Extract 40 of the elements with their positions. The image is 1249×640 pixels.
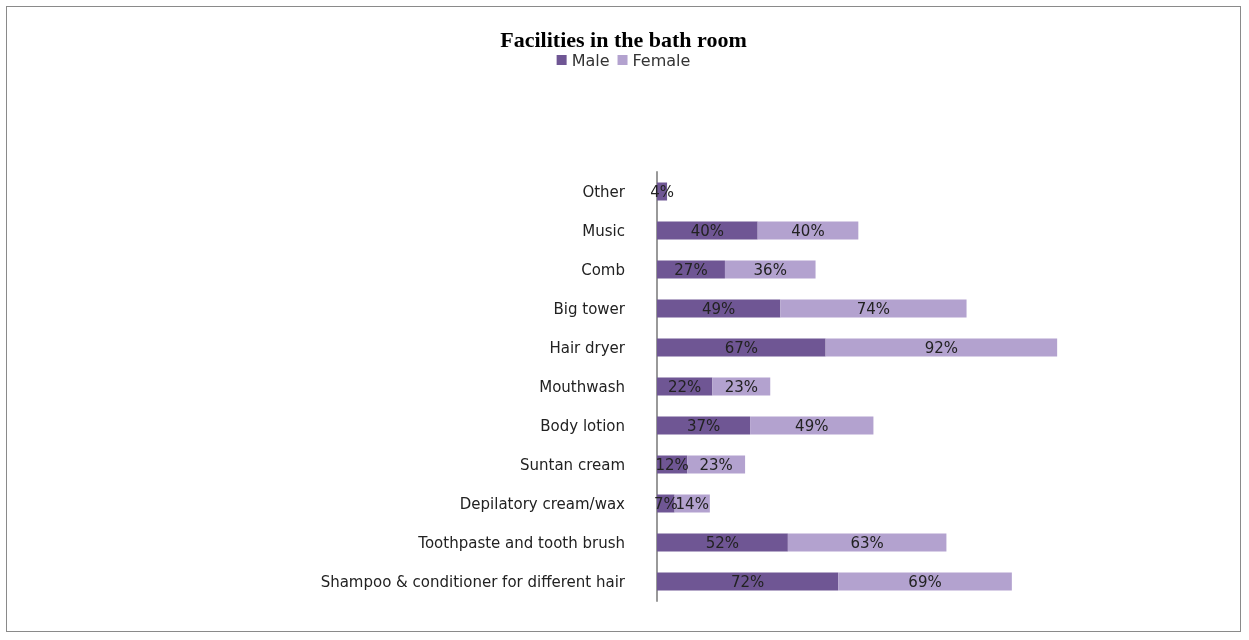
data-label: 37%: [686, 416, 721, 435]
data-label: 74%: [856, 299, 891, 318]
data-label: 49%: [795, 416, 829, 435]
data-label: 27%: [674, 260, 708, 279]
bar: [825, 338, 1058, 357]
legend-label: Female: [632, 50, 691, 70]
y-tick-label: Other: [582, 182, 626, 201]
data-label: 63%: [850, 533, 884, 552]
data-label: 92%: [924, 338, 959, 357]
legend-label: Male: [571, 50, 610, 70]
data-label: 36%: [753, 260, 787, 279]
y-tick-label: Hair dryer: [549, 338, 626, 357]
y-tick-label: Mouthwash: [539, 377, 625, 396]
bar: [787, 533, 947, 552]
y-tick-label: Comb: [581, 260, 625, 279]
y-tick-label: Suntan cream: [520, 455, 625, 474]
data-label: 67%: [724, 338, 758, 357]
bar: [780, 299, 967, 318]
bar: [750, 416, 874, 435]
y-tick-label: Big tower: [553, 299, 626, 318]
bar: [657, 572, 839, 591]
bar: [657, 533, 788, 552]
bar: [838, 572, 1012, 591]
y-tick-label: Depilatory cream/wax: [459, 494, 626, 513]
bar: [657, 299, 781, 318]
data-label: 23%: [724, 377, 758, 396]
y-tick-label: Music: [582, 221, 625, 240]
data-label: 52%: [705, 533, 740, 552]
data-label: 49%: [701, 299, 736, 318]
data-label: 72%: [730, 572, 765, 591]
data-label: 40%: [791, 221, 825, 240]
y-tick-label: Toothpaste and tooth brush: [417, 533, 625, 552]
y-tick-label: Body lotion: [540, 416, 625, 435]
data-label: 69%: [908, 572, 942, 591]
data-label: 22%: [668, 377, 702, 396]
chart-title: Facilities in the bath room: [500, 26, 747, 52]
data-label: 23%: [699, 455, 733, 474]
bar: [657, 338, 826, 357]
data-label: 40%: [690, 221, 725, 240]
y-tick-label: Shampoo & conditioner for different hair: [320, 572, 626, 591]
